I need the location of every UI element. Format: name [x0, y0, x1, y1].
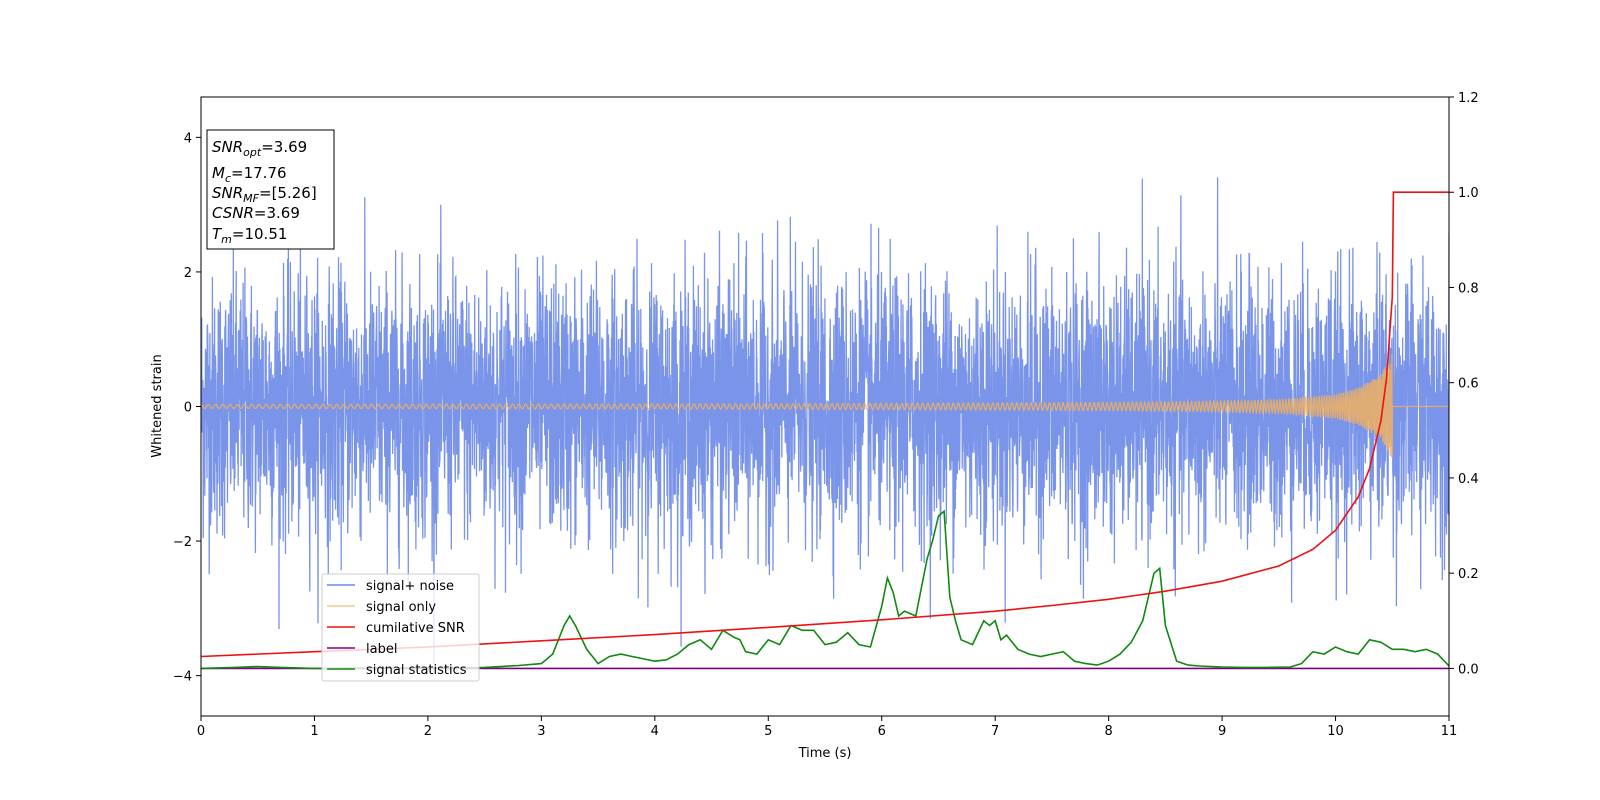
y-axis-right: 0.0 0.2 0.4 0.6 0.8 1.0 1.2 — [1449, 91, 1479, 677]
info-box-frame — [206, 129, 335, 250]
x-tick-label: 11 — [1441, 724, 1458, 739]
x-tick-label: 1 — [310, 724, 318, 739]
legend-frame — [321, 573, 480, 682]
info-box: SNRopt=3.69 Mc=17.76SNRMF=[5.26]CSNR=3.69… — [206, 129, 335, 250]
x-tick-label: 5 — [764, 724, 772, 739]
series-signal-statistics — [201, 509, 1449, 670]
series-cumulative-snr — [201, 191, 1449, 658]
y2-tick-label: 0.4 — [1458, 472, 1479, 487]
info-line: CSNR=3.69 — [212, 204, 300, 222]
info-line: Tm=10.51 — [212, 225, 287, 246]
x-tick-label: 6 — [878, 724, 886, 739]
x-tick-label: 8 — [1104, 724, 1112, 739]
x-tick-label: 10 — [1327, 724, 1344, 739]
x-tick-label: 4 — [651, 724, 659, 739]
y-tick-label: −2 — [173, 535, 192, 550]
y2-tick-label: 0.2 — [1458, 567, 1479, 582]
legend-entry: signal only — [366, 600, 436, 615]
info-line: Mc=17.76 — [212, 164, 287, 185]
y-tick-label: −4 — [173, 670, 192, 685]
legend-entry: cumilative SNR — [366, 621, 465, 636]
y2-tick-label: 0.8 — [1458, 281, 1479, 296]
info-line: SNRMF=[5.26] — [212, 184, 317, 205]
y-axis-label: Whitened strain — [150, 354, 165, 457]
y-tick-label: 2 — [184, 266, 192, 281]
x-tick-label: 9 — [1218, 724, 1226, 739]
y2-tick-label: 1.0 — [1458, 186, 1479, 201]
x-tick-label: 0 — [197, 724, 205, 739]
info-line: SNRopt=3.69 — [212, 138, 307, 159]
series-signal-plus-noise — [201, 177, 1449, 664]
x-axis-label: Time (s) — [798, 746, 852, 761]
legend-entry: signal+ noise — [366, 579, 454, 594]
y-axis-left: −4 −2 0 2 4 — [173, 131, 201, 685]
series-signal-only — [201, 354, 1449, 458]
y-tick-label: 0 — [184, 401, 192, 416]
y2-tick-label: 0.6 — [1458, 377, 1479, 392]
y2-tick-label: 1.2 — [1458, 91, 1479, 106]
legend: signal+ noise signal only cumilative SNR la… — [321, 573, 480, 682]
legend-entry: label — [366, 642, 397, 657]
y2-tick-label: 0.0 — [1458, 662, 1479, 677]
x-axis: 0 1 2 3 4 5 6 7 8 9 10 11 — [197, 716, 1457, 739]
x-tick-label: 7 — [991, 724, 999, 739]
x-tick-label: 2 — [424, 724, 432, 739]
y-tick-label: 4 — [184, 131, 192, 146]
x-tick-label: 3 — [537, 724, 545, 739]
legend-entry: signal statistics — [366, 663, 467, 678]
